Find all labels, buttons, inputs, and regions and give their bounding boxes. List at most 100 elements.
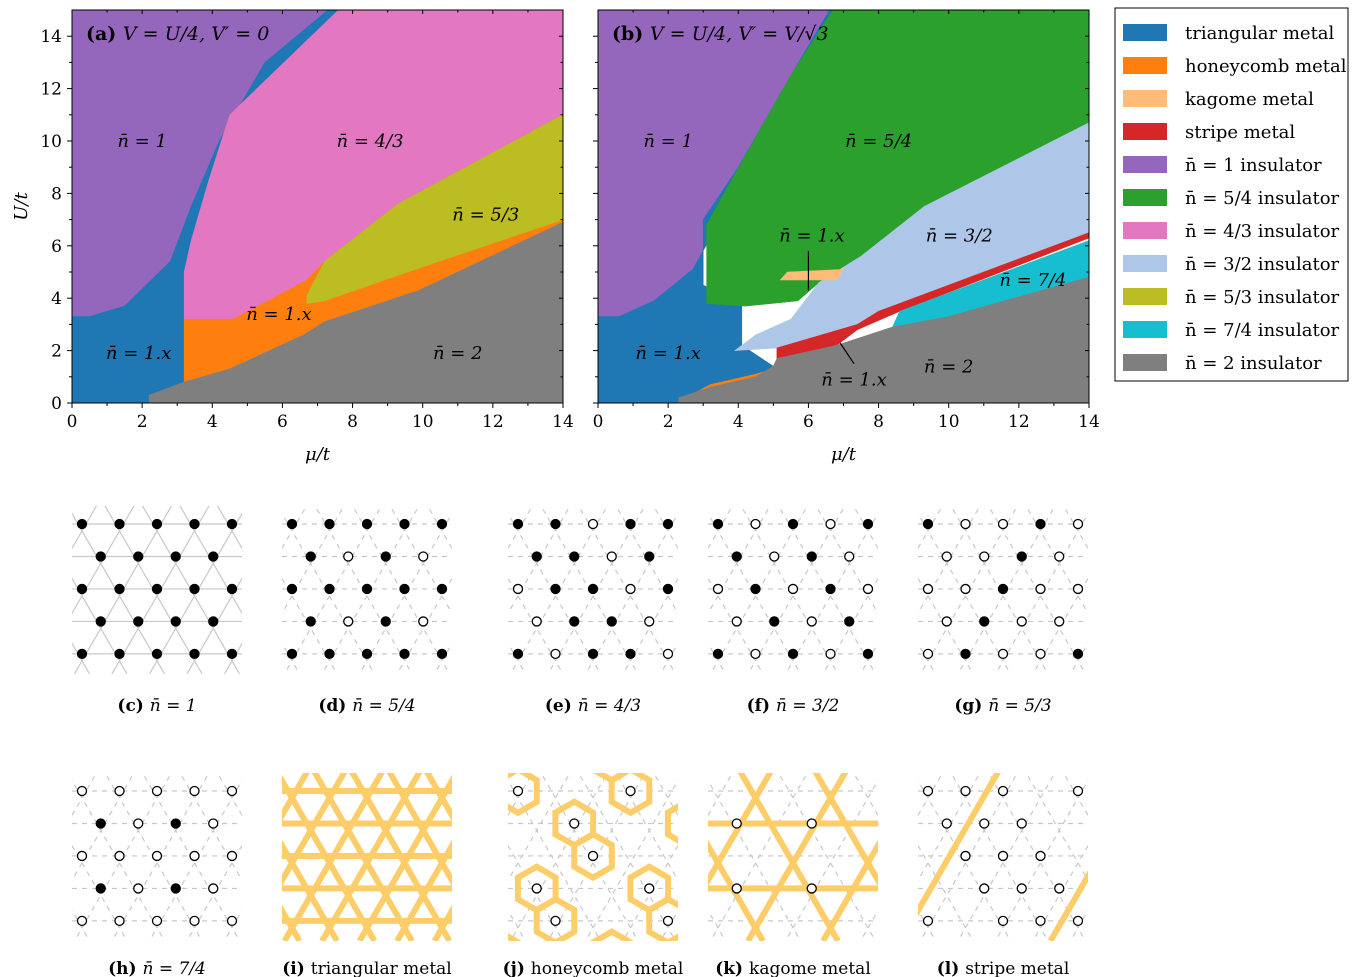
bond-diagonal bbox=[1116, 466, 1236, 674]
bond-diagonal bbox=[248, 466, 368, 674]
empty-site bbox=[589, 487, 598, 496]
occupied-site bbox=[960, 648, 971, 660]
bond-diagonal bbox=[351, 506, 451, 674]
empty-site bbox=[676, 487, 685, 496]
panel-tag: (k) bbox=[715, 959, 749, 977]
empty-site bbox=[531, 883, 542, 894]
occupied-site bbox=[40, 754, 49, 763]
bond-diagonal bbox=[282, 512, 376, 674]
empty-site bbox=[1149, 916, 1158, 925]
empty-site bbox=[1130, 617, 1139, 626]
occupied-site bbox=[1149, 520, 1158, 529]
bond-diagonal bbox=[815, 506, 878, 615]
bond-diagonal bbox=[72, 844, 128, 941]
occupied-site bbox=[226, 518, 238, 530]
occupied-site bbox=[475, 487, 484, 496]
occupied-site bbox=[40, 584, 49, 593]
metal-bond bbox=[105, 733, 225, 941]
occupied-site bbox=[807, 682, 816, 691]
regions bbox=[598, 10, 1089, 403]
empty-site bbox=[1130, 884, 1139, 893]
occupied-site bbox=[695, 617, 704, 626]
bond-diagonal bbox=[0, 733, 45, 941]
occupied-site bbox=[151, 648, 163, 660]
empty-site bbox=[806, 818, 817, 829]
x-tick-label: 6 bbox=[803, 412, 814, 432]
empty-site bbox=[1149, 487, 1158, 496]
metal-bond bbox=[918, 773, 1001, 917]
occupied-site bbox=[550, 487, 559, 496]
empty-site bbox=[208, 883, 219, 894]
occupied-site bbox=[265, 649, 274, 658]
empty-site bbox=[587, 518, 599, 530]
occupied-site bbox=[882, 552, 891, 561]
occupied-site bbox=[95, 616, 106, 627]
bond-diagonal bbox=[172, 733, 292, 941]
bond-diagonal bbox=[771, 466, 891, 674]
empty-site bbox=[731, 883, 742, 894]
occupied-site bbox=[882, 682, 891, 691]
bond-diagonal bbox=[546, 466, 666, 674]
metal-bond bbox=[0, 733, 30, 941]
empty-site bbox=[419, 682, 428, 691]
empty-site bbox=[682, 819, 691, 828]
bond-diagonal bbox=[282, 577, 338, 674]
empty-site bbox=[1072, 583, 1084, 595]
bond-diagonal bbox=[777, 506, 877, 674]
lattice-panel-d: (d) n̄ = 5/4 bbox=[22, 466, 559, 716]
occupied-site bbox=[1149, 714, 1158, 723]
bond-diagonal bbox=[382, 733, 502, 941]
bond-diagonal bbox=[0, 733, 30, 941]
occupied-site bbox=[862, 648, 874, 660]
occupied-site bbox=[95, 883, 106, 894]
empty-site bbox=[476, 487, 485, 496]
bond-diagonal bbox=[142, 466, 262, 674]
bond-diagonal bbox=[918, 642, 937, 674]
bond-diagonal bbox=[622, 577, 678, 674]
x-axis-label: μ/t bbox=[831, 444, 857, 465]
empty-site bbox=[1167, 617, 1176, 626]
empty-site bbox=[826, 487, 835, 496]
occupied-site bbox=[587, 648, 599, 660]
empty-site bbox=[40, 787, 49, 796]
empty-site bbox=[845, 682, 854, 691]
empty-site bbox=[750, 518, 761, 530]
occupied-site bbox=[208, 551, 219, 562]
panel-tag: (d) bbox=[318, 696, 352, 716]
occupied-site bbox=[905, 552, 914, 561]
empty-site bbox=[476, 714, 485, 723]
panel-caption-text: n̄ = 1 bbox=[150, 696, 197, 716]
empty-site bbox=[997, 915, 1009, 927]
bond-diagonal bbox=[540, 506, 639, 674]
bond-diagonal bbox=[361, 466, 481, 674]
empty-site bbox=[457, 682, 466, 691]
occupied-site bbox=[114, 648, 125, 660]
occupied-site bbox=[361, 648, 373, 660]
metal-bond bbox=[60, 733, 180, 941]
bond-diagonal bbox=[148, 512, 242, 674]
occupied-site bbox=[662, 518, 674, 530]
y-tick-label: 14 bbox=[40, 27, 62, 47]
occupied-site bbox=[532, 682, 541, 691]
x-tick-label: 0 bbox=[593, 412, 604, 432]
empty-site bbox=[941, 551, 952, 562]
occupied-site bbox=[95, 818, 106, 829]
empty-site bbox=[269, 617, 278, 626]
occupied-site bbox=[924, 714, 933, 723]
bond-diagonal bbox=[698, 466, 818, 674]
occupied-site bbox=[361, 583, 373, 595]
empty-site bbox=[1130, 819, 1139, 828]
region-label: n̄ = 1 bbox=[117, 131, 167, 152]
y-tick-label: 0 bbox=[51, 394, 62, 414]
occupied-site bbox=[886, 487, 895, 496]
bond-diagonal bbox=[22, 466, 142, 674]
occupied-site bbox=[133, 616, 144, 627]
lattice bbox=[248, 466, 818, 723]
empty-site bbox=[607, 949, 616, 958]
bond-diagonal bbox=[1191, 466, 1311, 674]
empty-site bbox=[826, 754, 835, 763]
occupied-site bbox=[250, 520, 259, 529]
legend-swatch bbox=[1123, 321, 1167, 338]
region-n2_ins bbox=[148, 221, 563, 403]
bond-diagonal bbox=[30, 466, 150, 674]
